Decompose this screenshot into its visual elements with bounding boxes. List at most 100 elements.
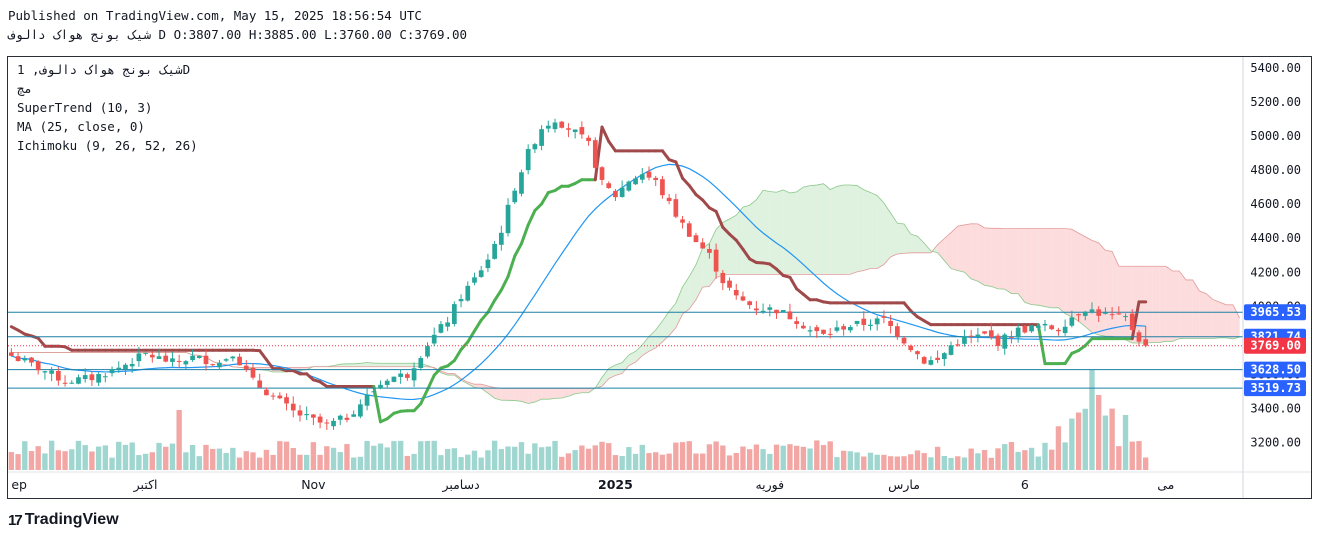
candle[interactable] [673, 193, 679, 219]
candle[interactable] [478, 265, 484, 278]
candle[interactable] [774, 309, 779, 319]
candle[interactable] [163, 352, 169, 363]
candle[interactable] [874, 316, 880, 331]
candle[interactable] [1022, 324, 1028, 334]
candle[interactable] [143, 352, 148, 356]
candle[interactable] [29, 356, 34, 367]
candle[interactable] [485, 253, 491, 273]
candle[interactable] [780, 309, 786, 313]
candle[interactable] [176, 354, 182, 368]
candle[interactable] [747, 300, 753, 310]
candle[interactable] [941, 352, 947, 367]
candle[interactable] [358, 399, 363, 419]
candle[interactable] [948, 341, 954, 356]
candle[interactable] [458, 294, 464, 308]
candle[interactable] [680, 215, 685, 229]
candle[interactable] [89, 371, 95, 386]
candle[interactable] [378, 380, 383, 390]
candle[interactable] [1143, 325, 1149, 348]
candle[interactable] [425, 342, 430, 359]
candle[interactable] [525, 144, 531, 175]
candle[interactable] [988, 322, 994, 340]
candle[interactable] [767, 304, 773, 317]
candle[interactable] [42, 370, 48, 380]
candle[interactable] [760, 303, 766, 314]
candle[interactable] [109, 366, 115, 377]
candle[interactable] [1062, 319, 1068, 336]
candle[interactable] [559, 120, 565, 129]
candle[interactable] [1035, 323, 1041, 332]
legend-supertrend[interactable]: SuperTrend (10, 3) [17, 100, 153, 115]
candle[interactable] [512, 188, 518, 205]
candle[interactable] [666, 194, 672, 205]
candle[interactable] [149, 351, 155, 363]
candle[interactable] [290, 396, 296, 418]
candle[interactable] [250, 363, 256, 380]
candle[interactable] [868, 319, 873, 331]
candle[interactable] [210, 363, 216, 367]
candle[interactable] [1009, 330, 1014, 344]
candle[interactable] [22, 355, 28, 363]
candle[interactable] [807, 325, 813, 337]
candle[interactable] [257, 373, 263, 389]
candle[interactable] [841, 323, 846, 336]
candle[interactable] [935, 350, 940, 364]
candle[interactable] [190, 349, 195, 362]
candle[interactable] [592, 137, 598, 171]
candle[interactable] [102, 373, 108, 383]
candle[interactable] [297, 405, 303, 422]
candle[interactable] [572, 129, 578, 139]
candle[interactable] [230, 355, 236, 362]
candle[interactable] [364, 387, 370, 411]
candle[interactable] [431, 327, 437, 347]
candle[interactable] [794, 316, 800, 329]
candle[interactable] [337, 414, 343, 425]
candle[interactable] [1123, 313, 1128, 322]
candle[interactable] [915, 350, 920, 360]
candle[interactable] [995, 333, 1001, 351]
candle[interactable] [465, 281, 471, 302]
candle[interactable] [921, 355, 927, 365]
candle[interactable] [116, 361, 122, 373]
candle[interactable] [391, 376, 397, 383]
candle[interactable] [451, 301, 457, 327]
candle[interactable] [834, 320, 840, 333]
candle[interactable] [49, 367, 54, 382]
candle[interactable] [217, 359, 222, 370]
candle[interactable] [613, 188, 618, 201]
candle[interactable] [787, 303, 793, 320]
candle[interactable] [653, 175, 659, 186]
candle[interactable] [492, 241, 497, 260]
candle[interactable] [975, 327, 981, 343]
candle[interactable] [881, 310, 887, 324]
candle[interactable] [686, 221, 692, 237]
candle[interactable] [170, 351, 175, 367]
candle[interactable] [264, 387, 269, 396]
candle[interactable] [1076, 313, 1081, 322]
candle[interactable] [96, 372, 101, 387]
candle[interactable] [539, 125, 544, 151]
candle[interactable] [754, 300, 759, 316]
candle[interactable] [619, 180, 625, 198]
candle[interactable] [1136, 330, 1142, 347]
candle[interactable] [700, 238, 706, 249]
candle[interactable] [203, 349, 209, 371]
plot-area[interactable] [8, 118, 1243, 470]
candle[interactable] [82, 368, 88, 383]
candle[interactable] [284, 393, 289, 411]
candle[interactable] [639, 168, 645, 184]
candle[interactable] [814, 324, 820, 338]
candle[interactable] [848, 325, 853, 333]
candle[interactable] [129, 358, 135, 373]
level-badge-3[interactable]: 3628.50 [1244, 361, 1306, 378]
legend-ichimoku[interactable]: Ichimoku (9, 26, 52, 26) [17, 138, 198, 153]
level-badge-1[interactable]: 3965.53 [1244, 304, 1306, 321]
candle[interactable] [223, 358, 229, 362]
candle[interactable] [371, 389, 377, 395]
candle[interactable] [519, 169, 524, 197]
candle[interactable] [733, 283, 739, 300]
candle[interactable] [854, 320, 860, 327]
candle[interactable] [1109, 307, 1115, 320]
candle[interactable] [445, 316, 450, 332]
candle[interactable] [277, 392, 283, 400]
